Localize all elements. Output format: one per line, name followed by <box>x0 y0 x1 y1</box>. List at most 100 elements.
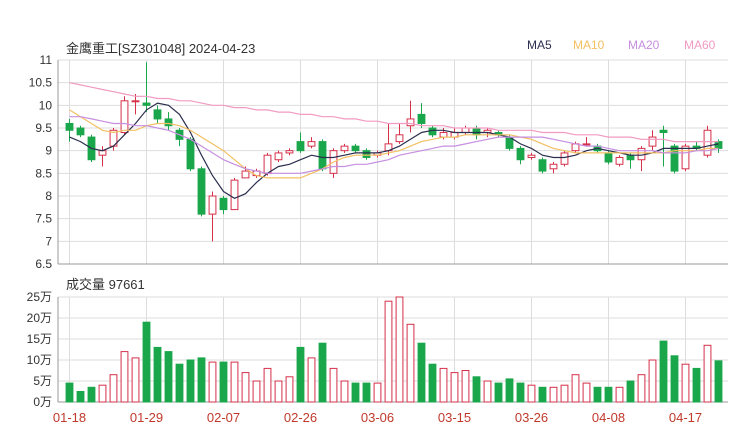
candle-body <box>681 145 690 170</box>
volume-bar <box>428 363 437 403</box>
date-tick-label: 03-26 <box>515 410 548 425</box>
volume-bar <box>450 372 459 403</box>
candle-body <box>582 143 591 146</box>
candle-body <box>560 152 569 165</box>
date-tick-label: 04-17 <box>669 410 702 425</box>
volume-bar <box>439 367 448 403</box>
volume-bar <box>76 391 85 403</box>
volume-bar <box>560 384 569 403</box>
candle-body <box>516 147 525 161</box>
candle-body <box>527 154 536 158</box>
volume-bar <box>318 342 327 403</box>
volume-bar <box>384 300 393 403</box>
date-tick-label: 03-15 <box>438 410 471 425</box>
volume-bar <box>659 340 668 403</box>
volume-tick-label: 0万 <box>33 395 52 409</box>
volume-bar <box>593 386 602 403</box>
ma5-line <box>69 102 719 199</box>
price-tick-label: 10 <box>39 98 53 112</box>
volume-bar <box>230 361 239 403</box>
volume-bar <box>208 361 217 403</box>
date-tick-label: 01-18 <box>53 410 86 425</box>
candle-body <box>714 141 723 149</box>
price-tick-label: 8 <box>45 189 52 203</box>
legend-ma60: MA60 <box>684 38 716 52</box>
volume-bar <box>406 323 415 403</box>
volume-bar <box>87 386 96 403</box>
candle-body <box>659 129 668 134</box>
date-tick-label: 03-06 <box>361 410 394 425</box>
volume-bar <box>307 357 316 403</box>
price-tick-label: 10.5 <box>29 76 53 90</box>
volume-bar <box>472 376 481 403</box>
candle-body <box>219 197 228 211</box>
candle-body <box>208 195 217 215</box>
price-tick-label: 9 <box>45 144 52 158</box>
price-tick-label: 11 <box>40 53 53 67</box>
candle-body <box>395 134 404 143</box>
candle-body <box>406 118 415 127</box>
ma60-line <box>69 82 719 143</box>
price-tick-label: 7.5 <box>35 212 52 226</box>
volume-bar <box>252 380 261 403</box>
candle-body <box>285 150 294 154</box>
volume-bar <box>241 372 250 403</box>
volume-bar <box>637 374 646 403</box>
date-tick-label: 02-26 <box>284 410 317 425</box>
volume-bar <box>142 321 151 403</box>
volume-bar <box>549 386 558 403</box>
volume-bar <box>626 380 635 403</box>
candle-body <box>648 136 657 147</box>
volume-bar <box>98 384 107 403</box>
candle-body <box>186 138 195 170</box>
volume-bar <box>505 378 514 403</box>
volume-bar <box>483 380 492 403</box>
volume-bar <box>164 351 173 403</box>
volume-bar <box>681 363 690 403</box>
candle-body <box>65 122 74 131</box>
volume-bar <box>351 382 360 403</box>
volume-tick-label: 10万 <box>27 353 52 367</box>
volume-bar <box>703 344 712 403</box>
candle-body <box>538 159 547 172</box>
candle-body <box>197 168 206 215</box>
volume-bar <box>461 370 470 403</box>
volume-tick-label: 15万 <box>27 332 52 346</box>
moving-averages <box>69 82 719 199</box>
candle-body <box>263 154 272 174</box>
volume-bar <box>340 380 349 403</box>
ma20-line <box>69 116 719 174</box>
volume-bar <box>538 386 547 403</box>
volume-bar <box>615 386 624 403</box>
volume-bar <box>714 360 723 403</box>
volume-bar <box>516 382 525 403</box>
candle-body <box>703 129 712 156</box>
volume-bar <box>494 382 503 403</box>
volume-bar <box>692 367 701 403</box>
volume-bar <box>175 363 184 403</box>
candle-body <box>98 150 107 156</box>
volume-bar <box>65 382 74 403</box>
volume-tick-label: 25万 <box>27 290 52 304</box>
price-tick-label: 7 <box>45 234 52 248</box>
candle-body <box>351 145 360 152</box>
date-axis: 01-18 01-29 02-07 02-26 03-06 03-15 03-26 04-08… <box>53 410 702 425</box>
legend-ma20: MA20 <box>628 38 660 52</box>
volume-bar <box>153 346 162 403</box>
volume-bar <box>131 357 140 403</box>
volume-bar <box>120 351 129 403</box>
volume-bar <box>670 355 679 403</box>
candle-body <box>626 154 635 161</box>
legend-ma10: MA10 <box>573 38 605 52</box>
volume-bar <box>571 374 580 403</box>
volume-bar <box>219 361 228 403</box>
volume-bar <box>285 376 294 403</box>
price-axis: 11 10.5 10 9.5 9 8.5 8 7.5 7 6.5 <box>29 53 728 271</box>
candle-body <box>142 102 151 106</box>
volume-bar <box>274 380 283 403</box>
volume-bar <box>373 382 382 403</box>
volume-bar <box>109 374 118 403</box>
candle-body <box>318 141 327 170</box>
candle-body <box>362 150 371 158</box>
